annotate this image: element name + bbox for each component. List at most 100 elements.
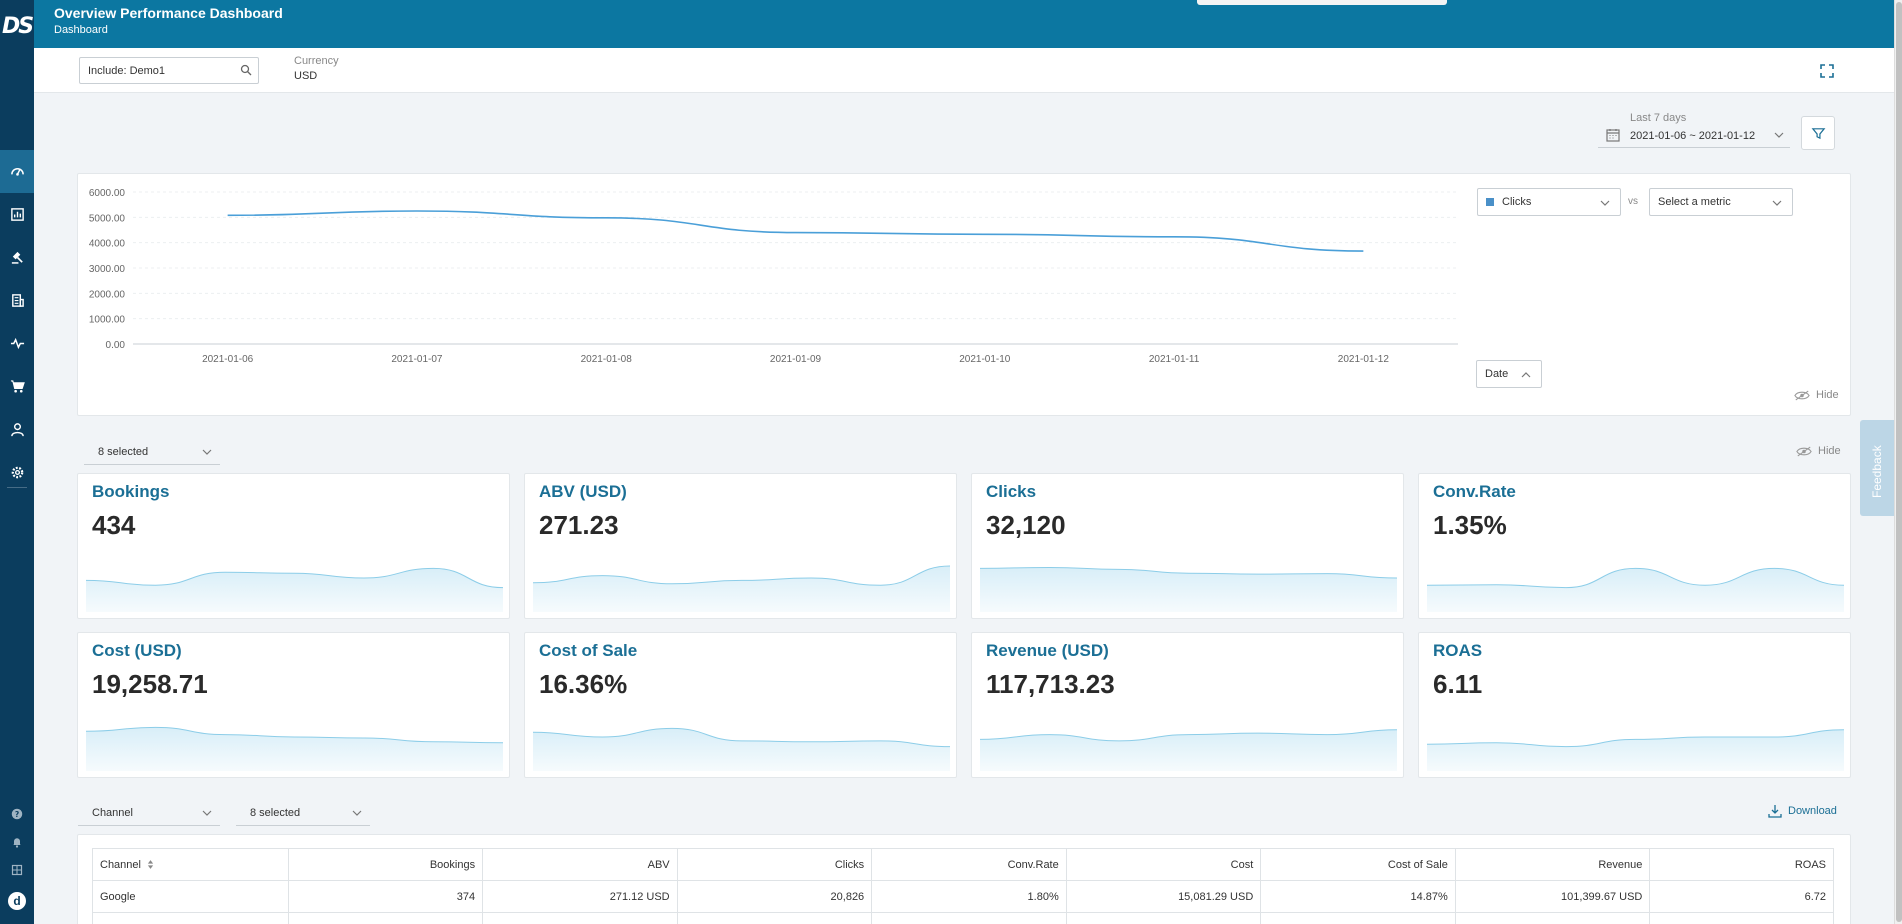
sparkline-area (1427, 568, 1844, 612)
help-button[interactable]: ? (0, 800, 34, 828)
table-row[interactable] (92, 912, 1834, 924)
kpi-card[interactable]: Conv.Rate 1.35% (1418, 473, 1851, 619)
apps-button[interactable] (0, 856, 34, 884)
date-range-value: 2021-01-06 ~ 2021-01-12 (1630, 129, 1756, 142)
report-icon (10, 208, 24, 221)
table-cell: 20,826 (676, 880, 873, 913)
sort-icon[interactable] (147, 859, 154, 870)
col-header[interactable]: Revenue (1454, 848, 1651, 881)
table-dimension-select[interactable]: Channel (78, 800, 220, 826)
compare-metric-select[interactable]: Select a metric (1649, 188, 1793, 216)
search-icon (240, 64, 252, 76)
dimension-select[interactable]: Date (1476, 360, 1542, 388)
primary-metric-label: Clicks (1502, 196, 1532, 208)
scrollbar-thumb[interactable] (1896, 2, 1902, 922)
sparkline-line (1427, 729, 1844, 748)
breadcrumb[interactable]: Dashboard (54, 24, 108, 36)
table-cell (1260, 912, 1456, 924)
sidebar-item-bidding[interactable] (0, 236, 34, 279)
col-header[interactable]: Cost (1065, 848, 1262, 881)
notifications-button[interactable] (0, 828, 34, 856)
download-icon (1768, 805, 1782, 818)
calendar-icon (1606, 129, 1620, 142)
search-input[interactable] (79, 57, 259, 84)
table-columns-select[interactable]: 8 selected (236, 800, 370, 826)
primary-metric-select[interactable]: Clicks (1477, 188, 1621, 216)
kpi-title: Revenue (USD) (986, 641, 1109, 660)
building-icon (11, 294, 24, 307)
account-button[interactable]: d (0, 884, 34, 918)
page-title: Overview Performance Dashboard (54, 5, 283, 21)
filter-button[interactable] (1801, 116, 1835, 150)
sparkline-area (533, 728, 950, 771)
series-swatch (1486, 198, 1494, 206)
kpi-sparkline (86, 726, 503, 771)
chevron-down-icon (1772, 200, 1782, 206)
kpi-card[interactable]: Bookings 434 (77, 473, 510, 619)
kpi-sparkline (980, 566, 1397, 612)
sparkline-line (86, 567, 503, 589)
user-icon (10, 423, 24, 437)
col-header[interactable]: Bookings (287, 848, 484, 881)
table-header-row: Channel Bookings ABV Clicks Conv.Rate Co… (92, 848, 1834, 881)
sidebar-item-reports[interactable] (0, 193, 34, 236)
sidebar-item-dashboard[interactable] (0, 150, 34, 193)
grid-icon (11, 864, 23, 876)
page-scrollbar[interactable] (1894, 0, 1902, 924)
chevron-down-icon (202, 810, 212, 816)
table-cell (1649, 912, 1834, 924)
kpi-card[interactable]: Clicks 32,120 (971, 473, 1404, 619)
kpi-sparkline (533, 565, 950, 612)
header-dropdown-tab[interactable] (1197, 0, 1447, 5)
currency-value[interactable]: USD (294, 70, 318, 82)
kpi-card[interactable]: Cost of Sale 16.36% (524, 632, 957, 778)
fullscreen-icon[interactable] (1819, 63, 1835, 79)
avatar: d (8, 892, 26, 910)
kpi-hide-label: Hide (1818, 445, 1841, 457)
feedback-label: Feedback (1870, 445, 1884, 498)
sidebar-item-users[interactable] (0, 408, 34, 451)
table-cell: Google (92, 880, 289, 913)
eye-icon (1796, 446, 1812, 456)
kpi-card[interactable]: ROAS 6.11 (1418, 632, 1851, 778)
bell-icon (13, 838, 21, 848)
compare-metric-placeholder: Select a metric (1658, 196, 1731, 208)
feedback-tab[interactable]: Feedback (1860, 420, 1894, 516)
y-tick-label: 2000.00 (89, 289, 126, 300)
table-cell (871, 912, 1067, 924)
kpi-card[interactable]: Cost (USD) 19,258.71 (77, 632, 510, 778)
col-header[interactable]: Conv.Rate (871, 848, 1067, 881)
kpi-title: Cost (USD) (92, 641, 182, 660)
y-tick-label: 3000.00 (89, 264, 126, 275)
col-header-channel[interactable]: Channel (92, 848, 289, 881)
trend-chart-card: 0.00 1000.00 2000.00 3000.00 4000.00 5000.00 6… (77, 173, 1851, 416)
sidebar-item-properties[interactable] (0, 279, 34, 322)
col-header[interactable]: Cost of Sale (1260, 848, 1456, 881)
kpi-metrics-select[interactable]: 8 selected (84, 439, 220, 465)
col-header[interactable]: ROAS (1649, 848, 1834, 881)
col-header[interactable]: Clicks (676, 848, 873, 881)
app-logo[interactable]: DS (0, 0, 34, 48)
table-cell: 271.12 USD (482, 880, 678, 913)
kpi-value: 271.23 (539, 510, 619, 540)
kpi-hide-toggle[interactable]: Hide (1796, 445, 1841, 457)
sidebar-item-settings[interactable] (0, 451, 34, 494)
series-line-clicks (227, 210, 1364, 252)
sidebar-bottom: ? d (0, 800, 34, 918)
table-row[interactable]: Google 374 271.12 USD 20,826 1.80% 15,08… (92, 880, 1834, 913)
vs-label: vs (1628, 196, 1638, 207)
kpi-card[interactable]: ABV (USD) 271.23 (524, 473, 957, 619)
download-button[interactable]: Download (1768, 804, 1837, 818)
chart-hide-toggle[interactable]: Hide (1794, 389, 1839, 401)
sidebar-item-activity[interactable] (0, 322, 34, 365)
date-range-picker[interactable]: 2021-01-06 ~ 2021-01-12 (1598, 124, 1790, 148)
sidebar-item-shop[interactable] (0, 365, 34, 408)
sidebar-nav (0, 150, 34, 494)
table-cell (482, 912, 678, 924)
help-icon: ? (11, 808, 23, 820)
sparkline-area (980, 729, 1397, 771)
sparkline-line (86, 726, 503, 744)
table-cell: 15,081.29 USD (1065, 880, 1262, 913)
col-header[interactable]: ABV (482, 848, 678, 881)
kpi-card[interactable]: Revenue (USD) 117,713.23 (971, 632, 1404, 778)
